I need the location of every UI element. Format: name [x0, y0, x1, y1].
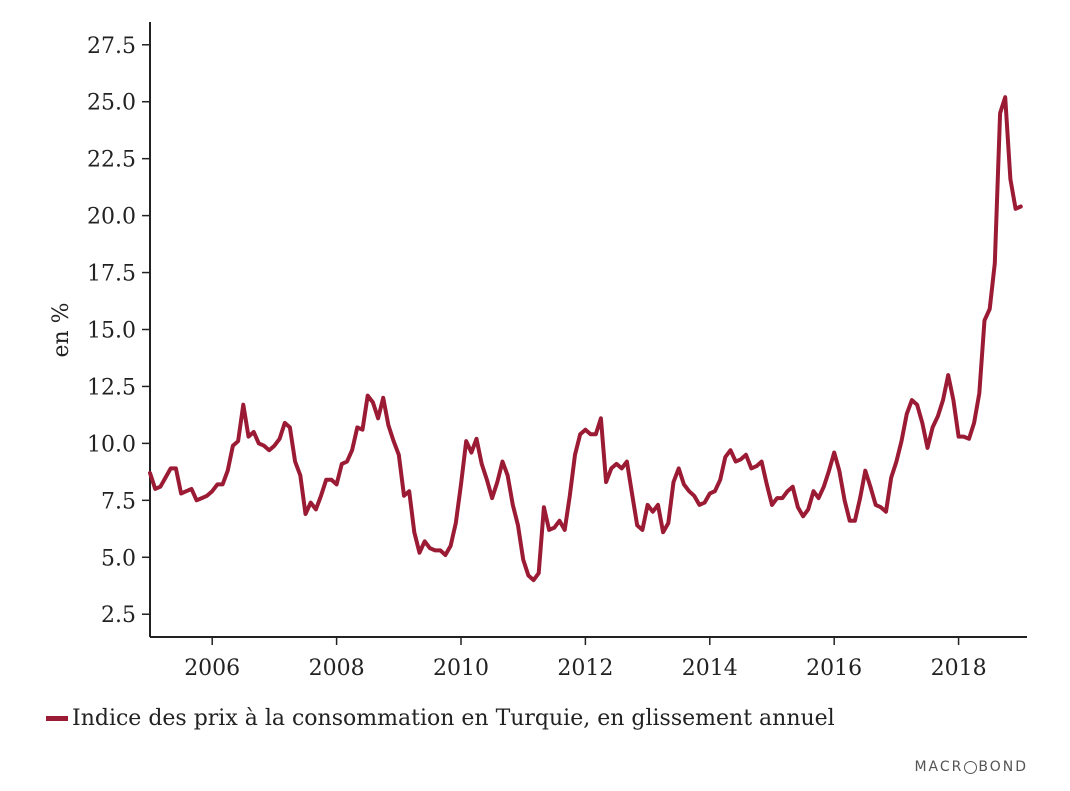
line-chart: 2.5 5.0 7.5 10.0 12.5 15.0 17.5 20.0 22.5 25.0 27.…: [49, 22, 1027, 681]
y-axis-title: en %: [49, 302, 74, 357]
y-tick-label: 17.5: [87, 262, 136, 287]
y-tick-label: 27.5: [87, 34, 136, 59]
y-tick-label: 5.0: [101, 546, 136, 571]
y-axis: 2.5 5.0 7.5 10.0 12.5 15.0 17.5 20.0 22.5 25.0 27.…: [87, 22, 151, 637]
watermark-text-left: MACR: [914, 759, 964, 775]
y-tick-label: 7.5: [101, 489, 136, 514]
x-axis: 2006 2008 2010 2012 2014 2016 2018: [150, 636, 1027, 681]
y-tick-label: 12.5: [87, 375, 136, 400]
y-tick-label: 20.0: [87, 205, 136, 230]
y-tick-label: 2.5: [101, 603, 136, 628]
y-tick-label: 22.5: [87, 148, 136, 173]
legend: Indice des prix à la consommation en Tur…: [46, 706, 835, 731]
x-tick-label: 2008: [309, 656, 365, 681]
series-line: [148, 95, 1023, 583]
x-tick-label: 2018: [931, 656, 987, 681]
legend-label: Indice des prix à la consommation en Tur…: [72, 706, 835, 731]
y-tick-label: 25.0: [87, 91, 136, 116]
x-tick-label: 2012: [557, 656, 613, 681]
y-tick-label: 15.0: [87, 319, 136, 344]
x-tick-label: 2006: [184, 656, 240, 681]
watermark-text-right: BOND: [978, 759, 1028, 775]
x-tick-label: 2016: [806, 656, 862, 681]
y-tick-label: 10.0: [87, 432, 136, 457]
macrobond-watermark: MACR BOND: [914, 759, 1028, 775]
series-layer: [148, 95, 1023, 583]
x-tick-label: 2010: [433, 656, 489, 681]
x-tick-label: 2014: [682, 656, 738, 681]
legend-swatch: [46, 716, 68, 721]
watermark-circle-icon: [964, 760, 978, 774]
